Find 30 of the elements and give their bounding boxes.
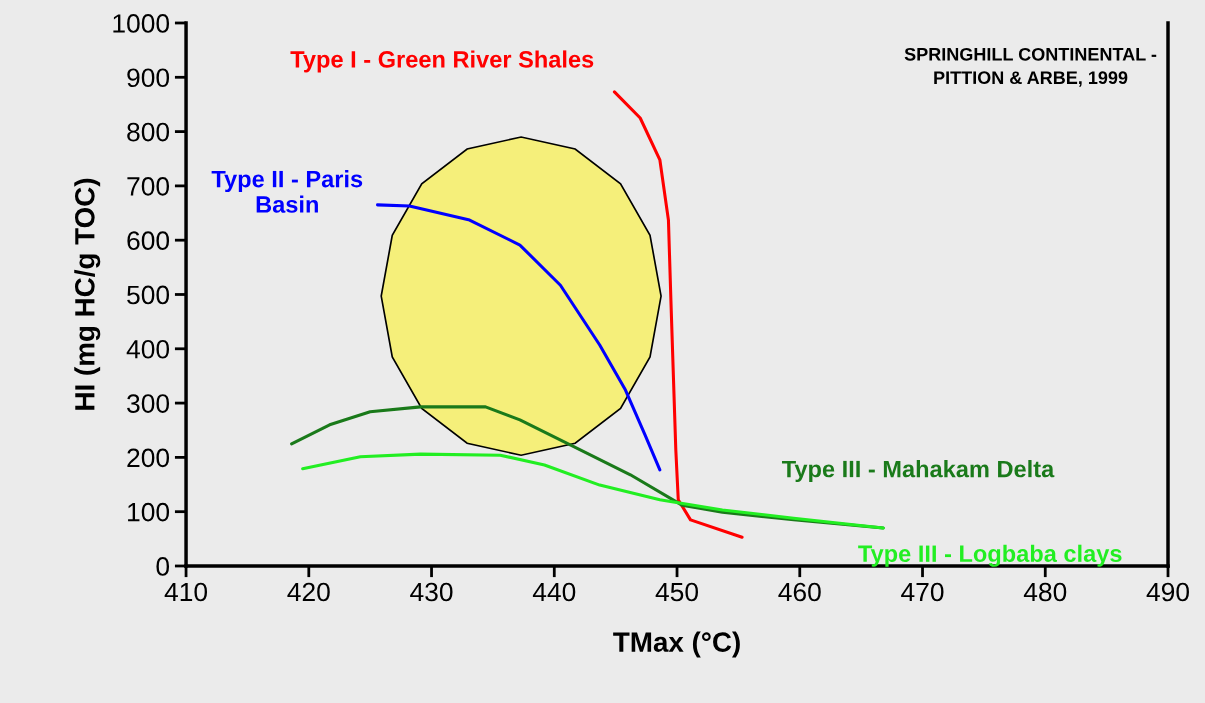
x-tick-label: 450 [655, 582, 699, 602]
y-tick-label: 300 [127, 394, 170, 413]
x-tick-label: 460 [778, 582, 821, 602]
y-tick-label: 400 [126, 339, 170, 359]
x-tick-label: 440 [532, 582, 576, 602]
y-tick-label: 900 [127, 68, 170, 88]
y-tick-label: 600 [127, 231, 170, 251]
y-tick-label: 1000 [113, 14, 170, 33]
y-tick-label: 500 [127, 285, 170, 305]
series-label: Type II - Paris Basin [211, 170, 363, 213]
y-tick-label: 100 [128, 502, 170, 522]
series-label: Type III - Mahakam Delta [781, 460, 1055, 483]
series-label: Type III - Logbaba clays [858, 544, 1122, 567]
annotation: SPRINGHILL CONTINENTAL - PITTION & ARBE, 1999 [904, 47, 1157, 87]
y-tick-label: 700 [127, 177, 170, 196]
x-axis-title: TMax (°C) [613, 631, 740, 658]
x-tick-label: 490 [1146, 582, 1189, 602]
y-tick-label: 0 [156, 557, 170, 576]
line-series [376, 203, 662, 472]
line-series [612, 90, 744, 539]
x-tick-label: 470 [901, 582, 944, 602]
y-tick-label: 800 [127, 122, 170, 142]
x-tick-label: 430 [410, 582, 453, 602]
y-tick-label: 200 [127, 448, 170, 468]
x-tick-label: 410 [164, 582, 208, 602]
series-label: Type I - Green River Shales [290, 50, 594, 73]
x-tick-label: 480 [1023, 582, 1067, 602]
line-series [301, 452, 885, 530]
y-axis-title: HI (mg HC/g TOC) [74, 178, 101, 410]
x-tick-label: 420 [287, 582, 330, 602]
